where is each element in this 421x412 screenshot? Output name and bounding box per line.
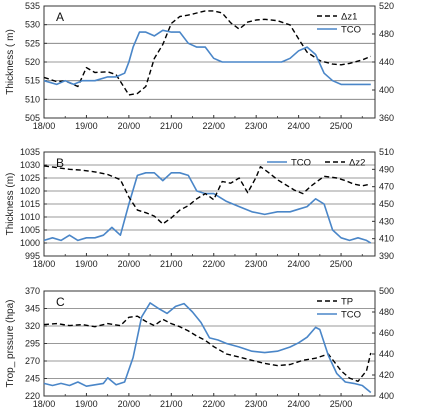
x-tick-label: 25/00 (330, 259, 353, 269)
y-right-tick-label: 450 (379, 199, 394, 209)
x-tick-label: 18/00 (33, 121, 56, 131)
y-left-tick-label: 320 (25, 321, 40, 331)
y-axis-label: Thickness ( m) (5, 29, 16, 95)
y-axis-label: Thickness (m) (5, 173, 16, 236)
y-left-tick-label: 1010 (20, 212, 40, 222)
legend-label: TP (341, 297, 353, 308)
y-left-tick-label: 1035 (20, 147, 40, 157)
x-tick-label: 20/00 (118, 121, 141, 131)
y-right-tick-label: 490 (379, 164, 394, 174)
x-tick-label: 24/00 (287, 259, 310, 269)
y-right-tick-label: 440 (379, 349, 394, 359)
x-tick-label: 22/00 (202, 259, 225, 269)
panel-a: 505 510 515 520 525 530 535 360 400 440 480 520 18/0… (5, 1, 394, 131)
x-tick-label: 19/00 (75, 121, 98, 131)
y-right-tick-label: 480 (379, 307, 394, 317)
y-left-tick-label: 1000 (20, 238, 40, 248)
y-right-tick-label: 470 (379, 182, 394, 192)
x-tick-label: 25/00 (330, 399, 353, 409)
x-tick-label: 20/00 (118, 259, 141, 269)
x-tick-label: 19/00 (75, 399, 98, 409)
y-right-tick-label: 410 (379, 234, 394, 244)
x-tick-label: 22/00 (202, 121, 225, 131)
y-left-tick-label: 295 (25, 339, 40, 349)
y-left-tick-label: 510 (25, 94, 40, 104)
y-right-tick-label: 420 (379, 370, 394, 380)
y-right-tick-label: 360 (379, 113, 394, 123)
y-left-tick-label: 520 (25, 57, 40, 67)
legend: TP TCO (317, 297, 361, 321)
y-left-tick-label: 270 (25, 356, 40, 366)
x-tick-label: 19/00 (75, 259, 98, 269)
y-right-tick-label: 430 (379, 216, 394, 226)
legend-label: TCO (341, 25, 361, 36)
legend-label: TCO (341, 310, 361, 321)
x-tick-label: 22/00 (202, 399, 225, 409)
series-line-tco (43, 172, 372, 244)
legend-label: Δz2 (349, 158, 365, 169)
y-right-tick-label: 480 (379, 29, 394, 39)
y-left-tick-label: 525 (25, 38, 40, 48)
y-left-tick-label: 515 (25, 76, 40, 86)
y-left-tick-label: 1030 (20, 160, 40, 170)
panel-c: 220 245 270 295 320 345 370 400 420 440 460 480 500 1… (5, 286, 394, 409)
y-left-tick-label: 530 (25, 20, 40, 30)
y-left-tick-label: 505 (25, 113, 40, 123)
legend: TCO Δz2 (267, 158, 365, 169)
y-axis-label: Trop_ prssure (hpa) (5, 300, 16, 388)
y-right-tick-label: 390 (379, 251, 394, 261)
y-left-tick-label: 345 (25, 304, 40, 314)
x-tick-label: 24/00 (287, 121, 310, 131)
y-left-tick-label: 1005 (20, 225, 40, 235)
panel-b: 995 1000 1005 1010 1015 1020 1025 1030 1035 390 41… (5, 147, 394, 269)
legend-label: Δz1 (341, 12, 357, 23)
y-right-tick-label: 460 (379, 328, 394, 338)
y-right-tick-label: 400 (379, 85, 394, 95)
y-right-tick-label: 400 (379, 391, 394, 401)
series-line-z2 (43, 165, 371, 225)
x-tick-label: 21/00 (160, 399, 183, 409)
y-right-tick-label: 520 (379, 1, 394, 11)
y-left-tick-label: 1020 (20, 186, 40, 196)
series-line-tp (43, 315, 372, 382)
series-line-tco (43, 302, 372, 394)
y-left-tick-label: 995 (25, 251, 40, 261)
x-tick-label: 21/00 (160, 121, 183, 131)
x-tick-label: 23/00 (245, 121, 268, 131)
legend-label: TCO (291, 158, 311, 169)
y-left-tick-label: 1025 (20, 173, 40, 183)
panel-letter: A (56, 10, 64, 24)
x-tick-label: 23/00 (245, 399, 268, 409)
x-tick-label: 18/00 (33, 259, 56, 269)
y-right-tick-label: 500 (379, 286, 394, 296)
panel-letter: B (56, 156, 64, 170)
series-line-tco (43, 29, 371, 86)
panel-letter: C (56, 295, 65, 309)
x-tick-label: 25/00 (330, 121, 353, 131)
legend: Δz1 TCO (317, 12, 361, 36)
x-tick-label: 21/00 (160, 259, 183, 269)
y-right-tick-label: 510 (379, 147, 394, 157)
y-left-tick-label: 370 (25, 286, 40, 296)
x-tick-label: 18/00 (33, 399, 56, 409)
y-left-tick-label: 220 (25, 391, 40, 401)
x-tick-label: 24/00 (287, 399, 310, 409)
y-right-tick-label: 440 (379, 57, 394, 67)
x-tick-label: 20/00 (118, 399, 141, 409)
series-line-z1 (43, 10, 372, 96)
y-left-tick-label: 1015 (20, 199, 40, 209)
x-tick-label: 23/00 (245, 259, 268, 269)
y-left-tick-label: 535 (25, 1, 40, 11)
y-left-tick-label: 245 (25, 374, 40, 384)
